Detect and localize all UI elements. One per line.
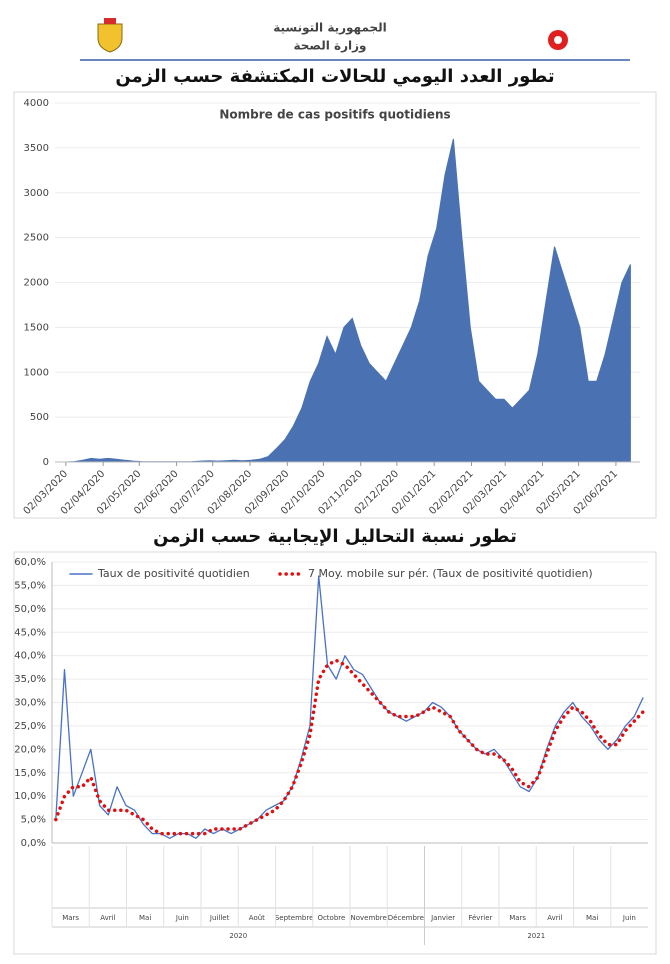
y-tick-label: 2000	[24, 278, 49, 289]
y-tick-label: 0,0%	[21, 838, 46, 849]
y-tick-label: 20,0%	[14, 744, 46, 755]
month-label: Mai	[586, 914, 598, 922]
y-tick-label: 60,0%	[14, 557, 46, 568]
year-label: 2020	[229, 932, 247, 940]
month-label: Mai	[139, 914, 151, 922]
y-tick-label: 40,0%	[14, 651, 46, 662]
y-tick-label: 0	[43, 457, 49, 468]
y-tick-label: 55,0%	[14, 580, 46, 591]
month-label: Avril	[100, 914, 115, 922]
chart-frame	[13, 91, 657, 519]
y-tick-label: 1000	[24, 367, 49, 378]
section-title: تطور العدد اليومي للحالات المكتشفة حسب ا…	[115, 66, 554, 87]
month-label: Janvier	[430, 914, 455, 922]
y-tick-label: 4000	[24, 98, 49, 109]
year-label: 2021	[527, 932, 545, 940]
y-tick-label: 5,0%	[21, 815, 46, 826]
month-label: Octobre	[317, 914, 345, 922]
y-tick-label: 45,0%	[14, 627, 46, 638]
month-label: Novembre	[350, 914, 386, 922]
y-tick-label: 50,0%	[14, 604, 46, 615]
y-tick-label: 30,0%	[14, 698, 46, 709]
month-label: Mars	[509, 914, 526, 922]
month-label: Août	[249, 914, 265, 922]
y-tick-label: 3000	[24, 188, 49, 199]
month-label: Juin	[175, 914, 189, 922]
y-tick-label: 500	[30, 412, 49, 423]
month-label: Décembre	[388, 914, 424, 922]
month-label: Avril	[547, 914, 562, 922]
header-line: الجمهورية التونسية	[273, 21, 387, 36]
y-tick-label: 15,0%	[14, 768, 46, 779]
chart-subtitle: Nombre de cas positifs quotidiens	[219, 108, 450, 122]
series-line	[55, 575, 644, 839]
tunisia-emblem	[97, 18, 123, 53]
y-tick-label: 10,0%	[14, 791, 46, 802]
header-line: وزارة الصحة	[293, 39, 366, 54]
chart-frame	[13, 551, 657, 955]
y-tick-label: 35,0%	[14, 674, 46, 685]
legend-label: 7 Moy. mobile sur pér. (Taux de positivi…	[308, 567, 593, 580]
month-label: Mars	[62, 914, 79, 922]
y-tick-label: 25,0%	[14, 721, 46, 732]
y-tick-label: 3500	[24, 143, 49, 154]
month-label: Septembre	[275, 914, 314, 922]
ministry-logo	[548, 30, 568, 50]
y-tick-label: 2500	[24, 233, 49, 244]
section-title: تطور نسبة التحاليل الإيجابية حسب الزمن	[153, 526, 517, 547]
month-label: Février	[468, 914, 492, 922]
y-tick-label: 1500	[24, 322, 49, 333]
month-label: Juillet	[209, 914, 230, 922]
month-label: Juin	[622, 914, 636, 922]
legend-label: Taux de positivité quotidien	[97, 567, 250, 580]
